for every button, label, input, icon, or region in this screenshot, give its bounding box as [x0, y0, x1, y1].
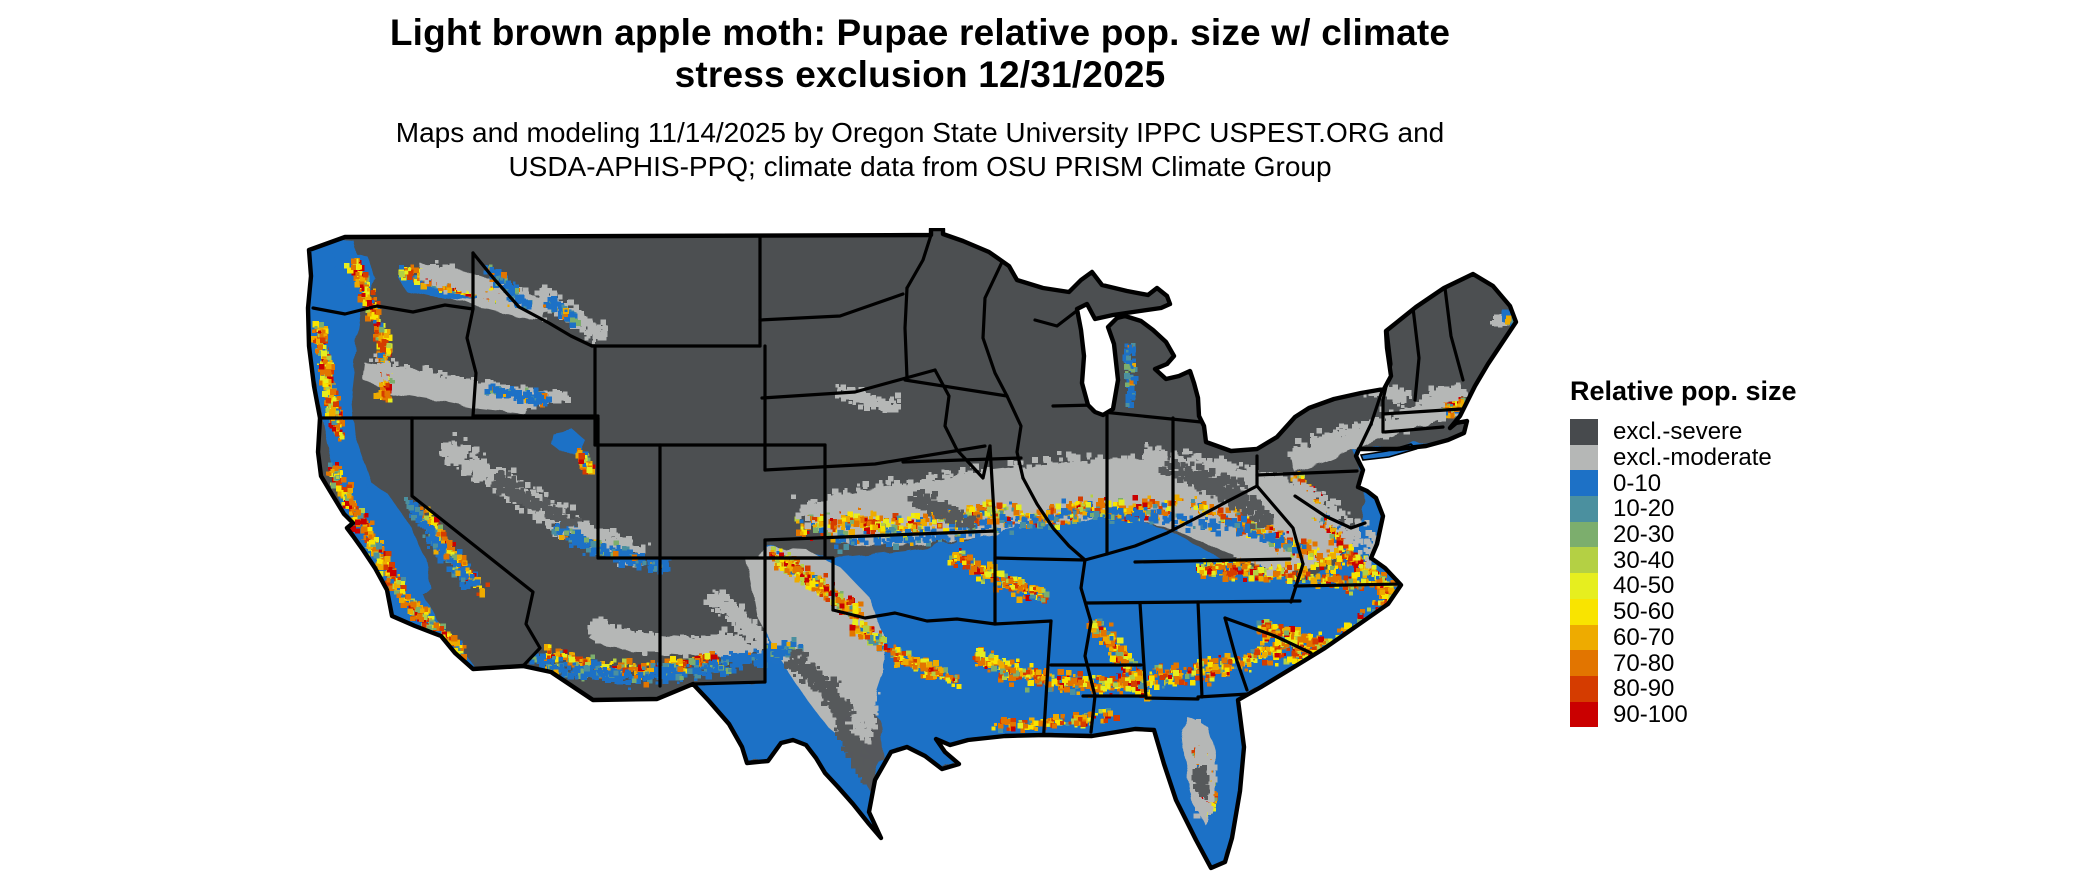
speckle-texture: [310, 258, 1516, 868]
legend-item: 90-100: [1570, 700, 1797, 728]
legend-swatch-40-50: [1570, 573, 1598, 599]
legend-label: 10-20: [1613, 495, 1675, 523]
page-subtitle-line1: Maps and modeling 11/14/2025 by Oregon S…: [395, 117, 1445, 148]
legend-swatch-50-60: [1570, 598, 1598, 625]
legend-swatch-10-20: [1570, 496, 1598, 522]
title-block: Light brown apple moth: Pupae relative p…: [300, 12, 1540, 184]
legend-item: excl.-moderate: [1570, 444, 1797, 472]
legend-label: 80-90: [1613, 675, 1675, 703]
legend-item: 10-20: [1570, 496, 1797, 522]
legend: Relative pop. size excl.-severe excl.-mo…: [1570, 376, 1797, 728]
us-map-svg: [295, 228, 1535, 888]
legend-swatch-30-40: [1570, 547, 1598, 574]
legend-item: 50-60: [1570, 598, 1797, 626]
legend-label: 40-50: [1613, 572, 1675, 600]
legend-label: 70-80: [1613, 649, 1675, 677]
region-salt-lake-blue: [551, 430, 585, 454]
legend-item: 80-90: [1570, 675, 1797, 703]
region-pacific-blue: [308, 236, 480, 688]
legend-item: 0-10: [1570, 469, 1797, 497]
page-title-line2: stress exclusion 12/31/2025: [674, 54, 1166, 95]
legend-item: excl.-severe: [1570, 419, 1797, 445]
legend-label: 30-40: [1613, 546, 1675, 574]
legend-swatch-60-70: [1570, 624, 1598, 651]
region-central-valley-blue: [365, 480, 431, 600]
legend-swatch-80-90: [1570, 675, 1598, 702]
legend-swatch-70-80: [1570, 650, 1598, 676]
legend-swatch-90-100: [1570, 701, 1598, 728]
legend-swatch-excl-moderate: [1570, 444, 1598, 471]
state-borders: [311, 232, 1465, 748]
legend-label: excl.-moderate: [1613, 444, 1772, 472]
page-title-line1: Light brown apple moth: Pupae relative p…: [389, 12, 1451, 53]
legend-label: 20-30: [1613, 521, 1675, 549]
legend-swatch-0-10: [1570, 470, 1598, 497]
legend-swatch-excl-severe: [1570, 419, 1598, 445]
legend-item: 30-40: [1570, 546, 1797, 574]
legend-item: 40-50: [1570, 573, 1797, 599]
legend-label: 0-10: [1613, 469, 1662, 497]
legend-item: 70-80: [1570, 650, 1797, 676]
legend-label: excl.-severe: [1613, 418, 1743, 446]
legend-title: Relative pop. size: [1570, 376, 1797, 406]
legend-item: 20-30: [1570, 521, 1797, 549]
legend-label: 90-100: [1613, 700, 1688, 728]
us-map: [295, 228, 1535, 888]
legend-swatch-20-30: [1570, 521, 1598, 548]
legend-label: 50-60: [1613, 598, 1675, 626]
page-subtitle-line2: USDA-APHIS-PPQ; climate data from OSU PR…: [508, 151, 1332, 182]
legend-item: 60-70: [1570, 623, 1797, 651]
legend-label: 60-70: [1613, 623, 1675, 651]
